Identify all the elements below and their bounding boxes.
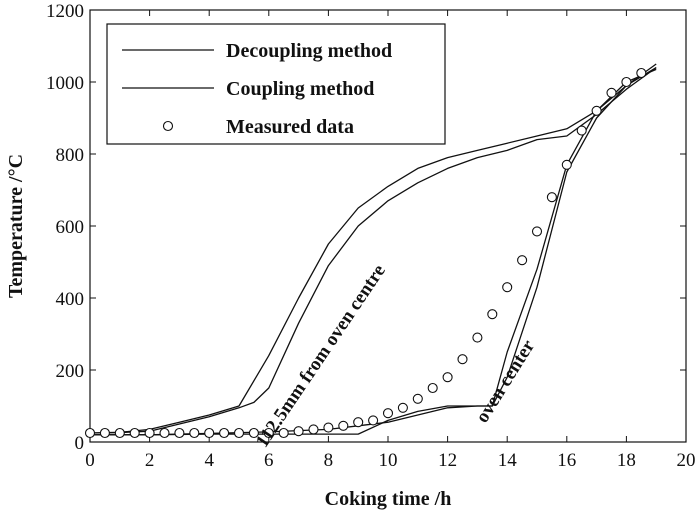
- x-tick-label: 6: [264, 450, 274, 471]
- x-tick-label: 18: [617, 450, 636, 471]
- measured-point: [189, 427, 200, 439]
- x-tick-label: 10: [379, 450, 398, 471]
- x-tick-label: 0: [85, 450, 95, 471]
- x-tick-label: 12: [438, 450, 457, 471]
- measured-point: [427, 382, 438, 394]
- y-tick-label: 1000: [46, 73, 84, 94]
- measured-point: [531, 226, 543, 237]
- y-tick-label: 0: [75, 433, 85, 454]
- measured-point: [233, 427, 245, 439]
- measured-point: [308, 424, 319, 435]
- measured-point: [293, 426, 304, 437]
- y-tick-label: 400: [56, 289, 85, 310]
- legend-box: [106, 23, 446, 145]
- legend-label: Decoupling method: [226, 40, 392, 62]
- measured-point: [591, 105, 602, 116]
- x-axis-label: Coking time /h: [325, 488, 452, 510]
- measured-point: [159, 427, 170, 439]
- x-tick-label: 4: [204, 450, 214, 471]
- measured-point: [487, 309, 498, 320]
- measured-point: [263, 427, 274, 439]
- measured-point: [219, 427, 230, 439]
- measured-point: [248, 427, 259, 439]
- x-tick-label: 2: [145, 450, 155, 471]
- measured-point: [636, 67, 647, 79]
- y-axis-label: Temperature /°C: [5, 154, 27, 298]
- measured-point: [606, 87, 617, 98]
- measured-point: [412, 393, 423, 404]
- measured-point: [576, 125, 587, 136]
- y-tick-label: 200: [56, 361, 85, 382]
- legend-circle-swatch: [162, 120, 174, 132]
- y-tick-label: 600: [56, 217, 85, 238]
- annotation-label: oven center: [472, 336, 540, 427]
- measured-point: [517, 255, 528, 266]
- x-tick-label: 16: [557, 450, 576, 471]
- x-tick-label: 20: [677, 450, 696, 471]
- measured-point: [502, 282, 513, 293]
- x-tick-label: 8: [324, 450, 334, 471]
- measured-point: [353, 417, 364, 428]
- measured-point: [84, 427, 96, 439]
- measured-point: [129, 427, 140, 439]
- measured-point: [204, 427, 215, 439]
- x-tick-label: 14: [498, 450, 518, 471]
- series-line-0: [89, 63, 657, 434]
- measured-point: [114, 427, 125, 439]
- measured-point: [368, 415, 379, 426]
- measured-point: [621, 76, 632, 88]
- measured-point: [144, 427, 155, 439]
- y-tick-label: 1200: [46, 1, 84, 22]
- measured-point: [397, 402, 408, 413]
- measured-point: [99, 427, 110, 439]
- measured-point: [546, 192, 557, 203]
- legend: Decoupling method Coupling method Measured…: [106, 23, 446, 145]
- measured-point: [457, 354, 468, 365]
- measured-point: [472, 332, 483, 343]
- legend-label: Measured data: [226, 116, 354, 138]
- measured-point: [323, 422, 334, 433]
- measured-point: [278, 427, 289, 439]
- series-line-2: [89, 67, 657, 434]
- measured-point: [442, 372, 453, 383]
- y-tick-label: 800: [56, 145, 85, 166]
- measured-point: [174, 427, 185, 439]
- measured-point: [338, 420, 349, 431]
- measured-point: [561, 159, 572, 170]
- legend-label: Coupling method: [226, 78, 374, 100]
- measured-point: [382, 408, 394, 419]
